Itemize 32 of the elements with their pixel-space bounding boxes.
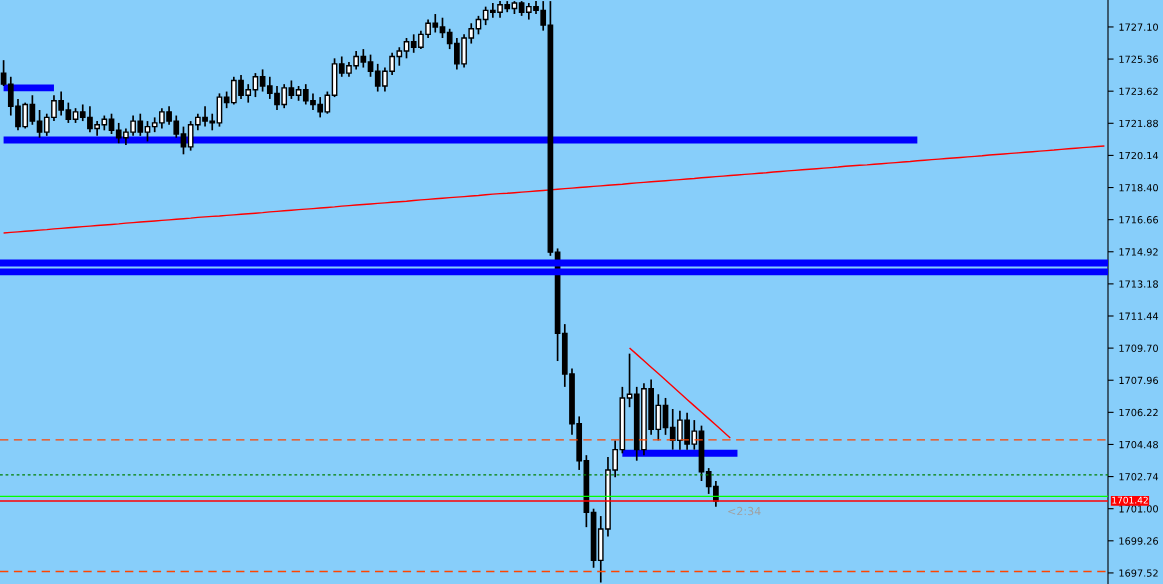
y-tick-label: 1716.66 — [1119, 216, 1159, 224]
candlestick — [367, 53, 374, 78]
candlestick — [626, 352, 633, 409]
line-series — [628, 347, 731, 439]
y-tick-label: 1704.48 — [1119, 440, 1158, 449]
y-tick-label: 1697.52 — [1119, 569, 1158, 577]
y-tick-label: 1723.62 — [1119, 87, 1158, 96]
candlestick — [144, 120, 151, 143]
y-tick-label: 1727.10 — [1119, 23, 1158, 31]
line-series — [2, 145, 1106, 234]
candlestick — [288, 79, 295, 100]
y-tick-label: 1721.88 — [1119, 119, 1158, 128]
y-tick-label: 1709.70 — [1119, 344, 1158, 352]
y-tick-label: 1714.92 — [1119, 248, 1158, 256]
y-tick-label: 1701.00 — [1119, 505, 1158, 513]
y-tick-label: 1702.74 — [1119, 473, 1159, 481]
y-tick-label: 1699.26 — [1119, 537, 1159, 545]
candlestick — [180, 125, 187, 156]
ref-line-label: 1701.42 — [1112, 496, 1148, 504]
candlestick — [0, 59, 7, 87]
y-tick-label: 1725.36 — [1119, 55, 1159, 63]
annotation: <2:34 — [728, 506, 761, 516]
y-tick-label: 1718.40 — [1119, 184, 1158, 192]
y-tick-label: 1711.44 — [1119, 312, 1159, 320]
y-tick-label: 1720.14 — [1119, 151, 1159, 160]
y-tick-label: 1707.96 — [1119, 376, 1159, 385]
candlestick — [36, 109, 43, 139]
candlestick — [439, 16, 446, 39]
y-tick-label: 1706.22 — [1119, 408, 1158, 417]
candlestick — [259, 68, 266, 93]
candlestick — [403, 37, 410, 60]
y-tick-label: 1713.18 — [1119, 280, 1158, 288]
